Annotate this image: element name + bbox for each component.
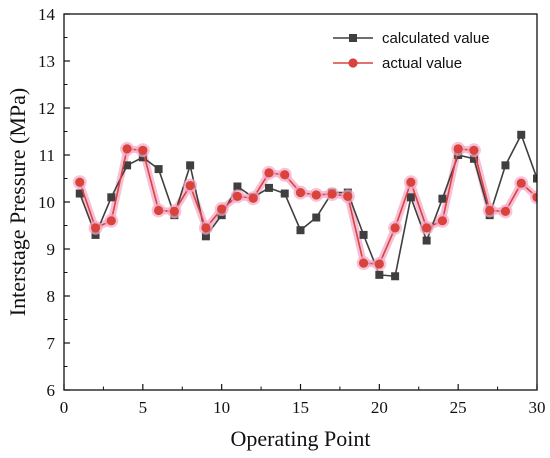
calculated-value-point [138,153,147,162]
calculated-value-point [422,236,431,245]
actual-value-series [72,141,537,272]
y-tick-label: 12 [38,99,55,118]
actual-value-point [516,178,526,188]
actual-value-point [185,180,195,191]
x-tick-label: 5 [139,398,148,417]
x-tick-label: 0 [60,398,69,417]
actual-value-point [75,177,85,187]
calculated-value-point [91,230,100,239]
calculated-value-point [201,232,210,241]
calculated-value-point [438,194,447,203]
actual-value-point [358,258,369,268]
y-tick-label: 9 [47,240,56,259]
calculated-value-point [501,161,510,170]
series-layer [72,130,537,281]
x-tick-label: 20 [371,398,388,417]
actual-value-point [327,189,337,199]
actual-value-point [469,145,479,155]
x-tick-label: 10 [213,398,230,417]
actual-value-point [248,193,258,203]
y-tick-label: 14 [38,5,56,24]
actual-value-point [406,177,416,187]
highlight-layer [76,145,537,268]
calculated-value-line [79,133,537,278]
calculated-value-point [107,193,116,202]
actual-value-point [374,259,384,269]
actual-value-point [422,223,432,233]
legend-label: calculated value [382,30,490,47]
actual-value-point [232,191,243,201]
actual-value-point [90,223,101,233]
calculated-value-point [154,165,163,174]
calculated-value-point [391,272,400,281]
calculated-value-point [312,213,321,222]
x-axis-title: Operating Point [231,426,371,451]
actual-value-point [437,216,447,226]
actual-value-point [138,145,148,155]
x-tick-label: 25 [450,398,467,417]
legend-marker-square [349,34,357,42]
actual-value-point [280,170,290,180]
actual-value-point [154,205,164,216]
actual-value-point [532,192,537,202]
legend: calculated value actual value [333,30,490,72]
actual-value-point [106,216,116,226]
y-axis-title: Interstage Pressure (MPa) [5,88,30,317]
y-tick-label: 6 [47,381,56,400]
legend-marker-circle [348,58,358,68]
calculated-value-point [123,161,132,170]
actual-value-point [264,168,274,178]
actual-value-point [485,205,495,216]
calculated-value-point [406,193,415,202]
actual-value-point [343,191,353,201]
calculated-value-point [517,130,526,139]
ticks-layer: 0 5 10 15 20 25 30 6 7 8 9 10 11 12 13 14 [38,5,546,417]
calculated-value-point [359,230,368,239]
actual-value-point [217,204,227,214]
actual-value-point [169,206,179,216]
calculated-value-point [280,189,289,198]
calculated-value-point [469,154,478,163]
actual-value-highlight [76,145,537,268]
calculated-value-point [533,174,537,183]
y-tick-label: 7 [47,334,56,353]
y-tick-label: 13 [38,52,55,71]
actual-value-point [311,190,321,200]
y-tick-label: 8 [47,287,56,306]
x-tick-label: 30 [529,398,546,417]
x-tick-label: 15 [292,398,309,417]
plot-frame [63,13,538,391]
actual-value-point [122,144,132,154]
actual-value-point [295,188,306,198]
actual-value-point [201,223,211,233]
legend-label: actual value [382,55,462,72]
y-tick-label: 11 [39,146,55,165]
calculated-value-point [375,270,384,279]
calculated-value-point [233,182,242,191]
actual-value-point [390,223,400,233]
calculated-value-point [186,161,195,170]
calculated-value-point [264,183,273,192]
actual-value-point [453,144,463,154]
calculated-value-point [75,189,84,198]
actual-value-point [500,206,511,216]
calculated-value-point [296,226,305,235]
y-tick-label: 10 [38,193,55,212]
